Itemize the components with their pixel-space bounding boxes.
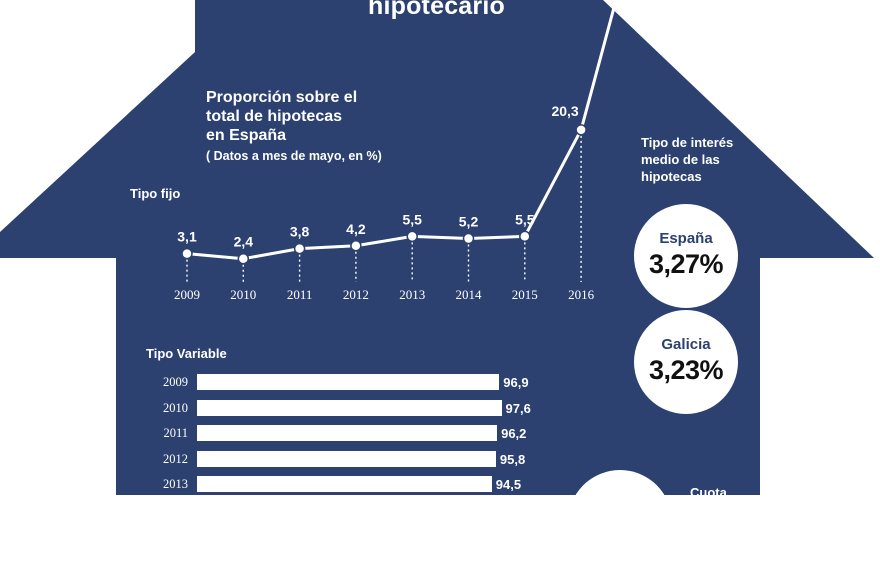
rate-badge-value: 3,23% (648, 355, 724, 385)
bar-category-label: 2013 (163, 477, 188, 491)
fixed-chart-title-line: en España (206, 127, 287, 144)
data-point (462, 232, 475, 245)
interest-rate-title-line: medio de las (641, 152, 720, 167)
data-label: 5,5 (402, 211, 422, 227)
bar-mark (197, 374, 500, 390)
year-tick-label: 2016 (568, 287, 595, 302)
fixed-chart-title: Proporción sobre el total de hipotecas e… (206, 88, 357, 145)
year-tick-label: 2011 (287, 287, 313, 302)
rate-badge-value: 3,27% (648, 249, 724, 279)
data-label: 5,5 (515, 211, 535, 227)
fixed-chart-title-line: Proporción sobre el (206, 89, 358, 106)
rate-badge-spain: España 3,27% (634, 204, 738, 308)
bar-mark (197, 399, 502, 416)
bar-value-label: 97,6 (505, 400, 531, 416)
data-point (237, 252, 250, 265)
rate-badge-galicia: Galicia 3,23% (634, 310, 738, 414)
rate-badge-region: Galicia (661, 336, 711, 353)
rate-badge-partial (568, 470, 672, 574)
bar-mark (197, 476, 492, 492)
data-point (350, 240, 362, 252)
bar-mark (197, 425, 498, 441)
cuota-label: Cuota (690, 485, 727, 500)
bar-category-label: 2010 (163, 400, 188, 415)
interest-rate-title-line: hipotecas (641, 169, 702, 184)
fixed-chart-note: ( Datos a mes de mayo, en %) (206, 149, 382, 163)
bar-mark (197, 450, 496, 467)
interest-rate-title: Tipo de interés medio de las hipotecas (641, 134, 733, 185)
year-tick-label: 2013 (399, 287, 425, 302)
fixed-rate-line-chart: 3,1 2009 2,4 2010 3,8 2011 4,2 2012 5,5 2013 5,2 20… (174, 103, 595, 302)
bar-category-label: 2009 (163, 375, 188, 389)
data-point (181, 247, 193, 260)
fixed-chart-title-line: total de hipotecas (206, 108, 343, 125)
data-label: 5,2 (459, 214, 479, 230)
bar-value-label: 95,8 (499, 451, 526, 467)
data-label: 4,2 (346, 221, 366, 237)
bar-category-label: 2011 (163, 426, 188, 440)
data-point (406, 230, 418, 243)
fixed-series-label: Tipo fijo (130, 186, 181, 201)
data-label: 3,8 (290, 224, 310, 240)
interest-rate-title-line: Tipo de interés (641, 135, 734, 150)
bar-category-label: 2012 (163, 451, 188, 466)
data-label: 2,4 (234, 234, 254, 250)
year-tick-label: 2009 (174, 287, 200, 302)
rate-badge-region: España (659, 230, 713, 247)
data-point (293, 242, 306, 255)
bar-value-label: 94,5 (495, 477, 522, 492)
data-label: 20,3 (551, 103, 578, 119)
data-label: 3,1 (177, 229, 197, 245)
year-tick-label: 2012 (343, 287, 369, 302)
year-tick-label: 2014 (456, 287, 483, 302)
variable-series-label: Tipo Variable (146, 346, 227, 361)
year-tick-label: 2015 (512, 287, 538, 302)
bar-value-label: 96,2 (501, 426, 527, 441)
bar-value-label: 96,9 (503, 375, 529, 390)
data-point (575, 124, 587, 136)
year-tick-label: 2010 (230, 287, 256, 302)
headline: hipotecario (368, 0, 505, 20)
data-point (519, 230, 531, 243)
